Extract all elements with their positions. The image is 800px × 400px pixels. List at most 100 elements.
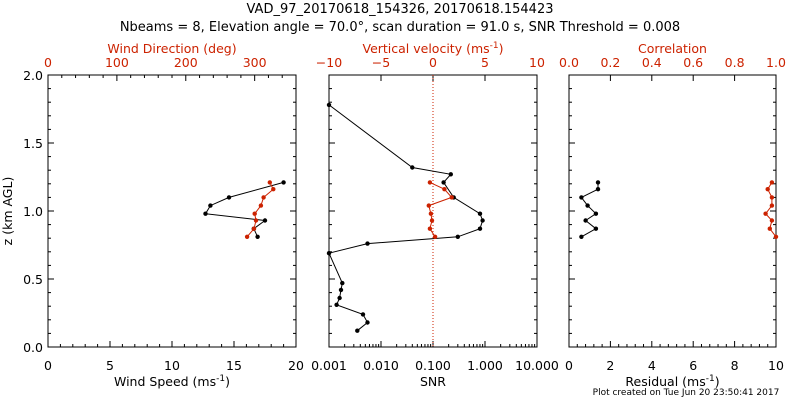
- data-point-vertical-velocity: [426, 203, 431, 208]
- panel-wind-xtick-label-bottom: 15: [226, 358, 242, 373]
- data-point-snr: [455, 234, 460, 239]
- data-point-snr: [338, 287, 344, 293]
- data-point-vertical-velocity: [432, 234, 438, 239]
- panel-wind-xtick-label-bottom: 20: [288, 358, 304, 373]
- data-point-snr: [326, 251, 332, 256]
- data-point-vertical-velocity: [429, 218, 435, 223]
- panel-wind-xtick-label-bottom: 10: [164, 358, 180, 373]
- data-point-correlation: [769, 180, 775, 185]
- data-point-residual: [583, 218, 588, 223]
- panel-snr-xtick-label-top: 0: [429, 55, 437, 70]
- panel-residual-xtick-label-bottom: 6: [689, 358, 697, 373]
- panel-wind-xtick-label-top: 100: [105, 55, 129, 70]
- panel-snr-xtick-label-bottom: 0.100: [415, 358, 451, 373]
- panel-residual-xtick-label-bottom: 10: [768, 358, 784, 373]
- data-point-snr: [477, 226, 483, 231]
- data-point-residual: [593, 211, 599, 216]
- panel-residual-xlabel-bottom: Residual (ms-1): [625, 374, 719, 389]
- data-point-snr: [477, 211, 483, 216]
- data-point-correlation: [769, 218, 775, 223]
- panel-snr-xlabel-top: Vertical velocity (ms-1): [362, 41, 503, 56]
- panel-snr-xtick-label-bottom: 0.010: [363, 358, 399, 373]
- data-point-snr: [355, 328, 360, 333]
- series-line-wind-direction: [246, 182, 274, 238]
- data-point-wind-direction: [244, 234, 250, 239]
- data-point-vertical-velocity: [427, 226, 433, 231]
- data-point-snr: [337, 295, 342, 301]
- data-point-residual: [579, 234, 584, 239]
- plot-footer: Plot created on Tue Jun 20 23:50:41 2017: [593, 388, 780, 398]
- panel-snr-xtick-label-top: 5: [481, 55, 489, 70]
- data-point-residual: [595, 180, 601, 185]
- data-point-wind-direction: [251, 226, 257, 231]
- y-tick-label: 2.0: [23, 68, 43, 83]
- panel-residual-xtick-label-top: 0.6: [683, 55, 703, 70]
- panel-residual-xtick-label-bottom: 8: [731, 358, 739, 373]
- data-point-snr: [448, 172, 453, 177]
- panel-residual-xtick-label-top: 0.2: [600, 55, 620, 70]
- data-point-residual: [585, 203, 590, 208]
- data-point-wind-speed: [226, 195, 232, 200]
- data-point-snr: [365, 320, 370, 325]
- panel-snr-xtick-label-top: −10: [316, 55, 342, 70]
- data-point-vertical-velocity: [427, 180, 433, 185]
- panel-residual-xtick-label-bottom: 0: [565, 358, 573, 373]
- data-point-residual: [595, 187, 601, 192]
- data-point-correlation: [773, 234, 779, 239]
- y-tick-label: 0.0: [23, 340, 43, 355]
- panel-residual-xlabel-top: Correlation: [638, 41, 707, 56]
- panel-residual-frame: [568, 74, 777, 348]
- data-point-residual: [579, 195, 584, 200]
- y-axis-label: z (km AGL): [0, 177, 15, 246]
- data-point-wind-direction: [261, 195, 266, 200]
- data-point-snr: [410, 165, 415, 170]
- data-point-snr: [441, 180, 446, 185]
- series-line-vertical-velocity: [428, 181, 453, 238]
- chart-title: VAD_97_20170618_154326, 20170618.154423: [247, 2, 554, 17]
- data-point-snr: [480, 218, 485, 223]
- data-point-wind-speed: [255, 234, 260, 239]
- panel-residual-xtick-label-top: 1.0: [766, 55, 786, 70]
- panel-snr-xtick-label-top: −5: [372, 55, 390, 70]
- panel-wind-xtick-label-bottom: 0: [44, 358, 52, 373]
- panel-wind-xlabel-top: Wind Direction (deg): [107, 41, 236, 56]
- y-tick-label: 0.5: [23, 272, 43, 287]
- panel-wind-frame: [47, 74, 297, 348]
- panel-wind-xtick-label-top: 200: [174, 55, 198, 70]
- data-point-snr: [334, 302, 339, 307]
- data-point-correlation: [765, 187, 770, 192]
- data-point-correlation: [767, 226, 772, 231]
- series-line-snr: [328, 104, 484, 332]
- data-point-residual: [593, 226, 599, 231]
- data-point-correlation: [769, 195, 775, 200]
- data-point-snr: [326, 102, 332, 108]
- y-tick-label: 1.0: [23, 204, 43, 219]
- data-point-wind-direction: [258, 203, 264, 208]
- panel-snr-xtick-label-bottom: 1.000: [467, 358, 503, 373]
- data-point-vertical-velocity: [428, 211, 434, 216]
- data-point-wind-speed: [203, 211, 208, 216]
- data-point-snr: [340, 280, 345, 286]
- panel-snr-xtick-label-top: 10: [529, 55, 545, 70]
- chart-subtitle: Nbeams = 8, Elevation angle = 70.0°, sca…: [120, 20, 680, 35]
- y-tick-label: 1.5: [23, 136, 43, 151]
- data-point-wind-direction: [271, 187, 276, 192]
- data-point-wind-direction: [267, 180, 272, 185]
- data-point-wind-direction: [252, 211, 257, 216]
- data-point-vertical-velocity: [449, 195, 454, 200]
- data-point-wind-direction: [253, 218, 259, 223]
- panel-snr-xtick-label-bottom: 10.000: [515, 358, 559, 373]
- panel-wind-xtick-label-top: 0: [44, 55, 52, 70]
- data-point-correlation: [763, 211, 768, 216]
- panel-snr-xlabel-bottom: SNR: [420, 374, 446, 389]
- data-point-correlation: [769, 203, 775, 208]
- data-point-snr: [365, 241, 370, 246]
- panel-wind-xlabel-bottom: Wind Speed (ms-1): [114, 374, 230, 389]
- data-point-snr: [360, 312, 366, 317]
- panel-residual-xtick-label-top: 0.8: [725, 55, 745, 70]
- panel-residual-xtick-label-top: 0.0: [559, 55, 579, 70]
- panel-residual-xtick-label-top: 0.4: [642, 55, 662, 70]
